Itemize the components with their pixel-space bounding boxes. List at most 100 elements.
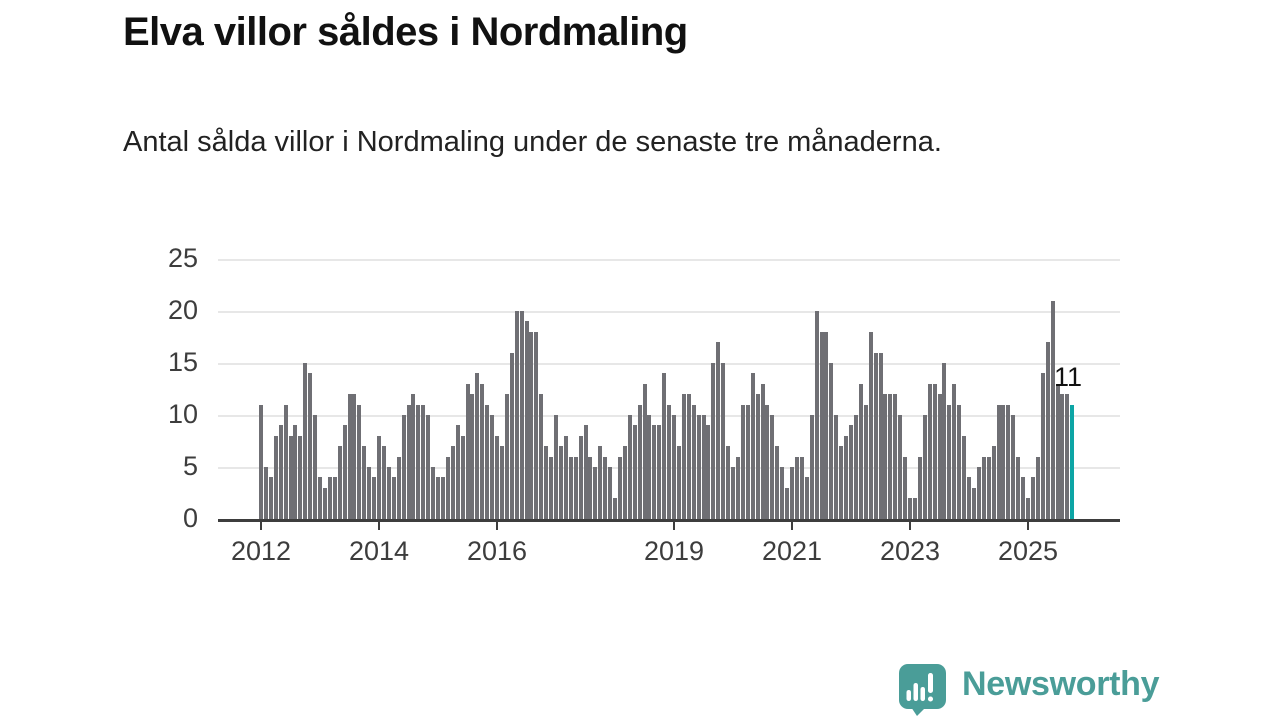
bar-2024-12 <box>1021 477 1026 519</box>
bar-2018-09 <box>652 425 657 519</box>
bar-2024-09 <box>1006 404 1011 519</box>
x-tick-2012 <box>259 522 263 530</box>
plot-area <box>218 259 1120 530</box>
bar-2017-11 <box>603 456 608 519</box>
bar-2023-02 <box>912 498 917 519</box>
bar-2025-10 <box>1070 404 1075 519</box>
bar-2012-12 <box>313 415 318 519</box>
x-tick-2023 <box>908 522 912 530</box>
bar-2024-11 <box>1016 456 1021 519</box>
bar-2019-01 <box>672 415 676 519</box>
bar-2014-08 <box>411 394 416 519</box>
bar-2022-03 <box>858 383 863 519</box>
bar-2023-06 <box>932 383 937 519</box>
x-tick-2019 <box>672 522 676 530</box>
bar-2016-02 <box>499 446 504 519</box>
bar-2021-06 <box>814 311 819 519</box>
bar-2016-12 <box>549 456 554 519</box>
bar-2024-10 <box>1011 415 1016 519</box>
bar-2017-07 <box>583 425 588 519</box>
bar-2021-01 <box>790 467 794 519</box>
bar-2014-05 <box>396 456 401 519</box>
bar-2015-05 <box>455 425 460 519</box>
bar-2012-04 <box>273 435 278 519</box>
bar-2016-08 <box>529 331 534 519</box>
bar-2012-11 <box>308 373 313 519</box>
bar-2018-04 <box>627 415 632 519</box>
bar-2013-03 <box>327 477 332 519</box>
bar-2021-09 <box>829 363 834 519</box>
bar-2015-12 <box>490 415 495 519</box>
bar-2018-07 <box>642 383 647 519</box>
bar-2022-01 <box>849 425 853 519</box>
bar-2013-02 <box>322 487 327 519</box>
bar-2017-03 <box>563 435 568 519</box>
bar-2016-04 <box>509 352 514 519</box>
gridline-20 <box>218 311 1120 313</box>
bar-2019-03 <box>681 394 686 519</box>
bar-2020-03 <box>740 404 745 519</box>
bar-2021-04 <box>804 477 809 519</box>
bar-2015-07 <box>465 383 470 519</box>
bar-2013-04 <box>332 477 337 519</box>
bar-2023-05 <box>927 383 932 519</box>
bar-2023-12 <box>962 435 967 519</box>
x-axis-line <box>218 519 1120 522</box>
x-tick-label-2016: 2016 <box>466 536 528 566</box>
bar-2021-02 <box>794 456 799 519</box>
bar-2018-10 <box>657 425 662 519</box>
y-tick-label-5: 5 <box>182 451 198 481</box>
bar-2016-09 <box>534 331 539 519</box>
bar-2014-10 <box>421 404 426 519</box>
y-tick-label-20: 20 <box>167 295 198 325</box>
bar-2014-07 <box>406 404 411 519</box>
y-tick-label-25: 25 <box>167 243 198 273</box>
y-tick-label-15: 15 <box>167 347 198 377</box>
bar-2018-01 <box>613 498 617 519</box>
bar-2013-10 <box>362 446 367 519</box>
bar-2012-10 <box>303 363 308 519</box>
bar-2022-06 <box>873 352 878 519</box>
bar-2025-08 <box>1060 394 1065 519</box>
bar-2012-06 <box>283 404 288 519</box>
page-title: Elva villor såldes i Nordmaling <box>123 10 688 54</box>
bar-2018-03 <box>622 446 627 519</box>
gridline-15 <box>218 363 1120 365</box>
bar-2023-07 <box>937 394 942 519</box>
bar-2022-02 <box>853 415 858 519</box>
bar-2019-09 <box>711 363 716 519</box>
x-tick-label-2021: 2021 <box>761 536 823 566</box>
bar-2021-12 <box>844 435 849 519</box>
bar-2013-12 <box>372 477 377 519</box>
x-tick-2014 <box>377 522 381 530</box>
bar-2022-04 <box>863 404 868 519</box>
newsworthy-logo: Newsworthy <box>898 664 1160 716</box>
bar-2013-01 <box>318 477 322 519</box>
bar-2020-04 <box>745 404 750 519</box>
bar-2013-08 <box>352 394 357 519</box>
bar-2015-06 <box>460 435 465 519</box>
bar-2016-10 <box>539 394 544 519</box>
bar-2013-11 <box>367 467 372 519</box>
x-tick-2021 <box>790 522 794 530</box>
bar-2018-12 <box>667 404 672 519</box>
bar-2025-04 <box>1040 373 1045 519</box>
bar-2022-10 <box>893 394 898 519</box>
bar-2017-08 <box>588 456 593 519</box>
bar-2020-05 <box>750 373 755 519</box>
bar-2020-12 <box>785 487 790 519</box>
bar-2019-08 <box>706 425 711 519</box>
x-tick-2016 <box>495 522 499 530</box>
bar-2017-04 <box>568 456 573 519</box>
bar-2014-11 <box>426 415 431 519</box>
bar-2014-09 <box>416 404 421 519</box>
bar-2016-03 <box>504 394 509 519</box>
bar-2023-03 <box>917 456 922 519</box>
bar-2015-01 <box>436 477 440 519</box>
bar-2025-02 <box>1030 477 1035 519</box>
bar-2015-09 <box>475 373 480 519</box>
bar-2016-06 <box>519 311 524 519</box>
bar-2019-11 <box>721 363 726 519</box>
bar-2019-02 <box>676 446 681 519</box>
bar-2012-03 <box>268 477 273 519</box>
